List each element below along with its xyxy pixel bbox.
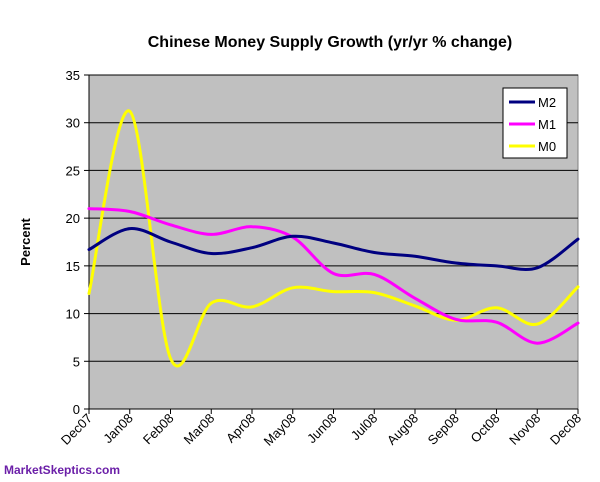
series-lines	[87, 109, 580, 368]
x-tick-label: May08	[261, 411, 299, 449]
y-tick-label: 15	[66, 259, 80, 274]
x-tick-label: Mar08	[181, 411, 218, 448]
y-tick-label: 25	[66, 163, 80, 178]
site-credit: MarketSkeptics.com	[4, 463, 121, 477]
series-line-m1	[87, 207, 580, 345]
y-tick-label: 35	[66, 68, 80, 83]
chart-title: Chinese Money Supply Growth (yr/yr % cha…	[148, 34, 513, 51]
y-tick-label: 20	[66, 211, 80, 226]
x-tick-label: Aug08	[384, 411, 421, 448]
y-tick-label: 30	[66, 116, 80, 131]
series-line-m2	[87, 227, 580, 271]
y-tick-label: 5	[73, 354, 80, 369]
legend-label-m0: M0	[538, 139, 556, 154]
x-tick-label: Jun08	[304, 411, 340, 447]
x-tick-label: Jul08	[348, 411, 381, 444]
x-tick-label: Nov08	[506, 411, 543, 448]
x-tick-label: Jan08	[100, 411, 136, 447]
y-tick-label: 10	[66, 307, 80, 322]
x-tick-label: Apr08	[223, 411, 258, 446]
legend: M2 M1 M0	[502, 87, 568, 159]
x-tick-label: Feb08	[140, 411, 177, 448]
x-tick-label: Dec08	[547, 411, 584, 448]
x-tick-label: Sep08	[425, 411, 462, 448]
axes	[84, 74, 579, 414]
legend-label-m1: M1	[538, 117, 556, 132]
x-tick-labels: Dec07 Jan08 Feb08 Mar08 Apr08 May08 Jun08 Jul08…	[58, 411, 584, 449]
y-axis-label: Percent	[18, 217, 33, 265]
legend-label-m2: M2	[538, 95, 556, 110]
series-line-m0	[87, 109, 580, 368]
x-tick-label: Oct08	[467, 411, 502, 446]
y-tick-labels: 0 5 10 15 20 25 30 35	[66, 68, 80, 417]
y-tick-label: 0	[73, 402, 80, 417]
